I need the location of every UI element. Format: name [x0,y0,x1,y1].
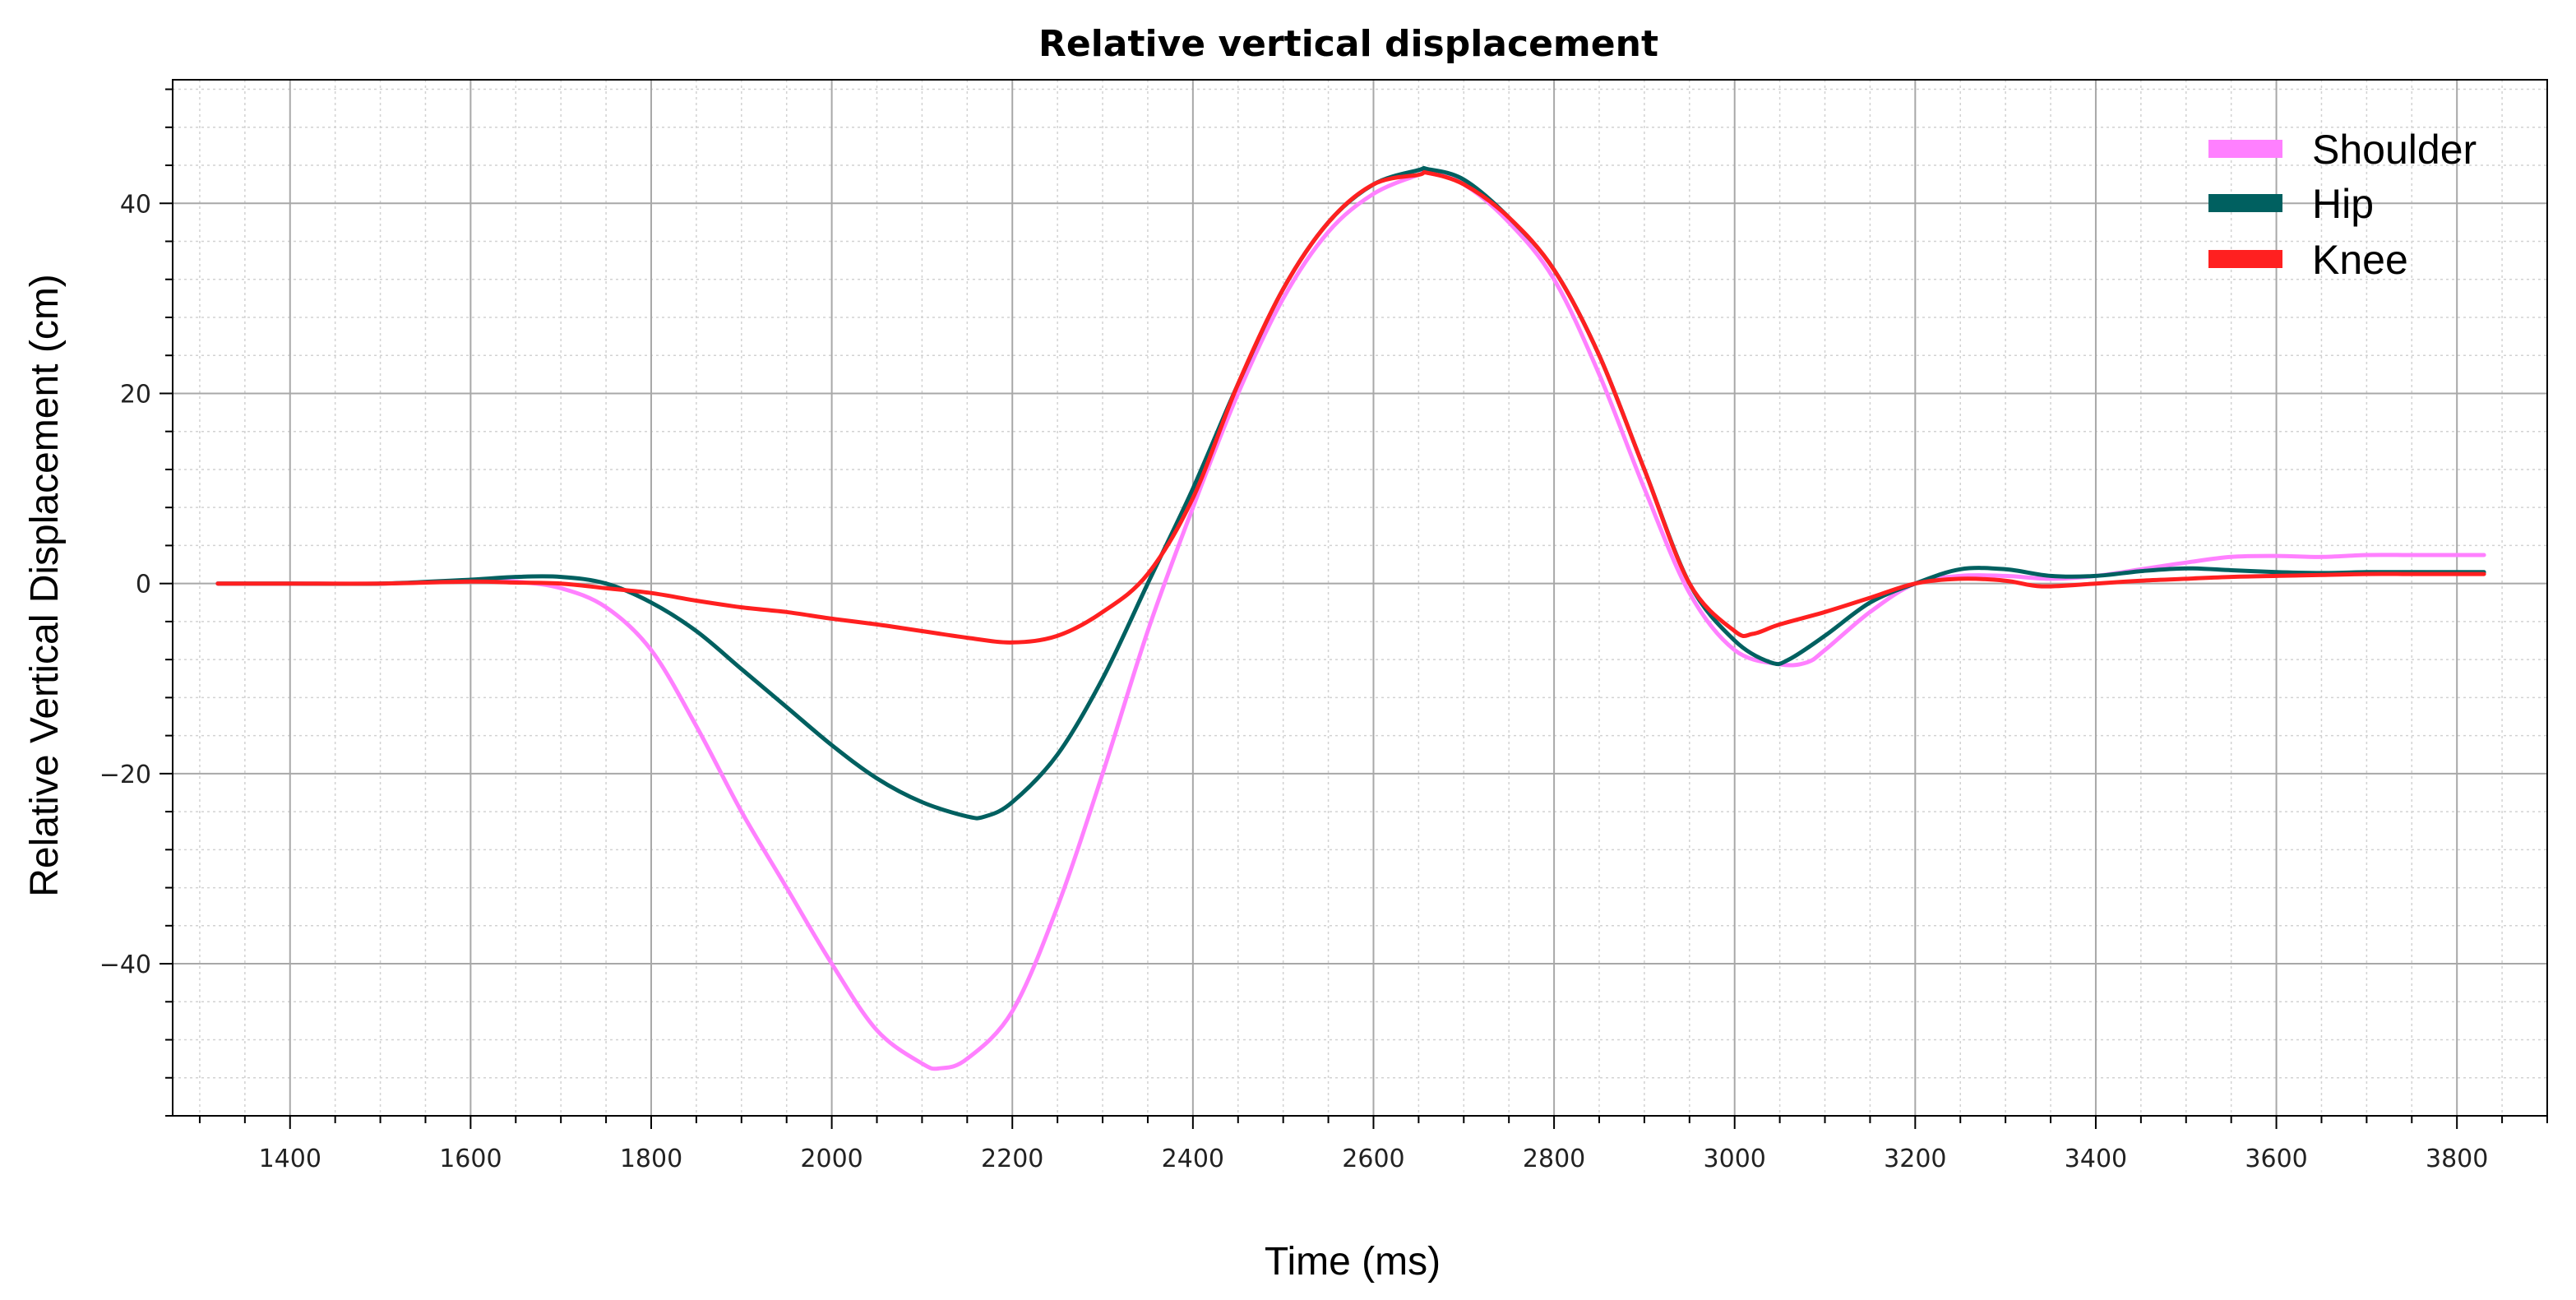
x-tick-label: 2800 [1523,1145,1585,1173]
series-line-hip [215,165,2486,821]
x-tick-label: 2600 [1342,1145,1404,1173]
minor-grid [173,80,2548,1117]
legend-swatch-hip [2208,194,2282,212]
legend-label-knee: Knee [2312,237,2408,283]
axis-ticks [160,88,2548,1129]
x-tick-label: 1800 [620,1145,682,1173]
series-lines [215,165,2486,1071]
chart-title: Relative vertical displacement [1038,23,1658,65]
x-tick-label: 3400 [2065,1145,2127,1173]
y-tick-label: −20 [99,761,151,789]
x-tick-label: 2400 [1162,1145,1224,1173]
legend: Shoulder Hip Knee [2208,127,2477,283]
tick-labels: 1400 1600 1800 2000 2200 2400 2600 2800 3000 3200… [99,190,2489,1173]
legend-swatch-shoulder [2208,140,2282,158]
y-tick-label: 20 [120,380,151,409]
x-tick-label: 1400 [259,1145,321,1173]
legend-label-shoulder: Shoulder [2312,127,2477,173]
y-tick-label: 0 [136,571,151,599]
x-tick-label: 3200 [1884,1145,1946,1173]
plot-frame [172,79,2548,1117]
x-tick-label: 3000 [1704,1145,1766,1173]
x-tick-label: 3600 [2245,1145,2307,1173]
legend-label-hip: Hip [2312,181,2374,227]
y-tick-label: −40 [99,951,151,979]
y-tick-label: 40 [120,190,151,219]
x-tick-label: 2000 [800,1145,863,1173]
x-tick-label: 2200 [981,1145,1043,1173]
series-line-shoulder [215,169,2486,1071]
y-axis-label: Relative Vertical Displacement (cm) [23,274,67,897]
x-tick-label: 1600 [439,1145,502,1173]
legend-swatch-knee [2208,250,2282,268]
x-tick-label: 3800 [2426,1145,2488,1173]
series-line-knee [215,170,2486,645]
x-axis-label: Time (ms) [1265,1240,1441,1284]
